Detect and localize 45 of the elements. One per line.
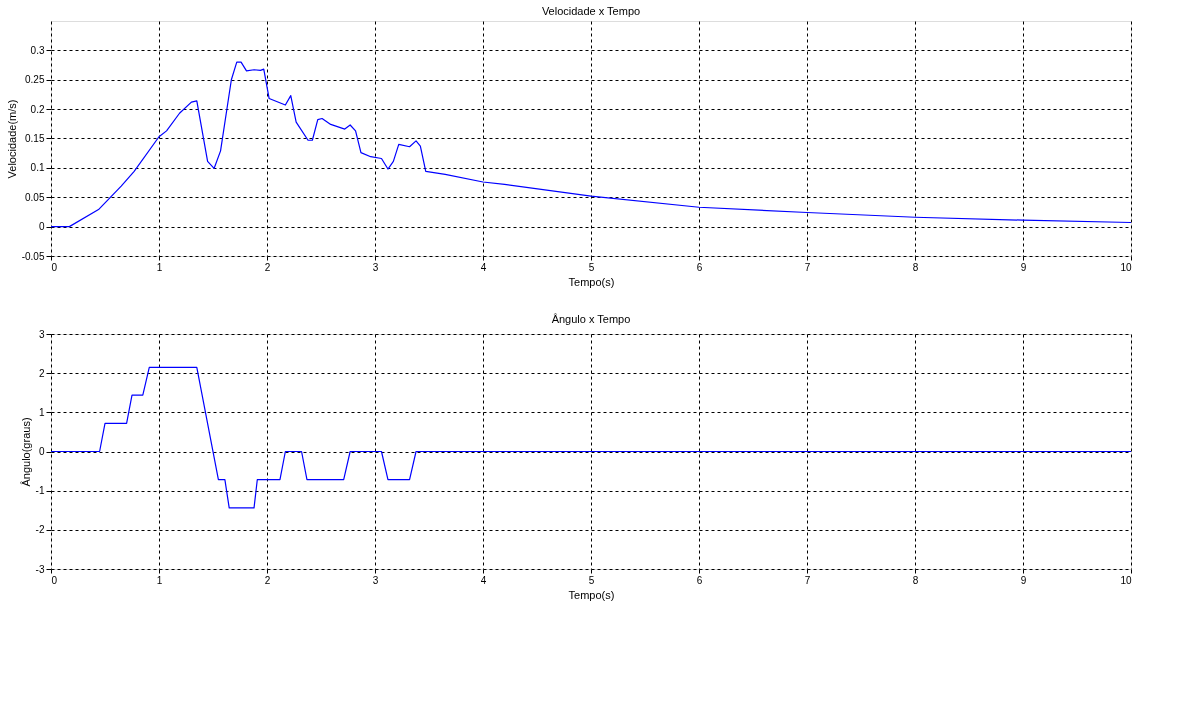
y-tick-label: 0.3 bbox=[30, 44, 45, 56]
x-tick-label: 4 bbox=[480, 261, 487, 273]
y-tick-label: 0 bbox=[38, 221, 45, 233]
y-tick-label: -3 bbox=[35, 563, 45, 575]
x-tick-label: 5 bbox=[588, 261, 595, 273]
x-tick-label: 8 bbox=[912, 261, 919, 273]
y-tick-label: 0.15 bbox=[25, 133, 45, 144]
x-tick-label: 1 bbox=[156, 574, 163, 586]
x-tick-label: 8 bbox=[912, 574, 919, 586]
line-series bbox=[51, 366, 1131, 509]
x-tick-label: 10 bbox=[1120, 574, 1132, 586]
x-tick-label: 7 bbox=[804, 574, 811, 586]
y-tick-label: 0.1 bbox=[30, 162, 45, 174]
x-axis-title: Tempo(s) bbox=[568, 588, 615, 601]
y-axis-title: Velocidade(m/s) bbox=[5, 99, 18, 179]
y-tick-label: 3 bbox=[38, 328, 45, 340]
x-tick-label: 4 bbox=[480, 574, 487, 586]
x-tick-label: 6 bbox=[696, 574, 703, 586]
x-tick-label: 2 bbox=[264, 261, 271, 273]
chart-title: Velocidade x Tempo bbox=[541, 5, 641, 17]
y-tick-label: 0.25 bbox=[25, 74, 45, 86]
y-tick-label: 1 bbox=[38, 406, 45, 418]
x-tick-label: 0 bbox=[51, 261, 58, 273]
chart-title: Ângulo x Tempo bbox=[551, 313, 631, 325]
x-tick-label: 3 bbox=[372, 261, 379, 273]
y-tick-label: 2 bbox=[38, 367, 45, 379]
x-tick-label: 2 bbox=[264, 574, 271, 586]
y-tick-label: -1 bbox=[35, 485, 45, 497]
y-axis-title: Ângulo(graus) bbox=[19, 417, 32, 487]
x-tick-label: 0 bbox=[51, 574, 58, 586]
x-tick-label: 9 bbox=[1020, 574, 1027, 586]
x-tick-label: 10 bbox=[1120, 261, 1132, 273]
y-tick-label: -0.05 bbox=[21, 250, 45, 262]
x-tick-label: 7 bbox=[804, 261, 811, 273]
x-tick-label: 1 bbox=[156, 261, 163, 273]
x-tick-label: 6 bbox=[696, 261, 703, 273]
line-series bbox=[51, 61, 1131, 228]
y-tick-label: 0.05 bbox=[25, 191, 45, 203]
y-tick-label: 0 bbox=[38, 446, 45, 457]
x-tick-label: 3 bbox=[372, 574, 379, 586]
x-axis-title: Tempo(s) bbox=[568, 275, 615, 288]
x-tick-label: 9 bbox=[1020, 261, 1027, 273]
y-tick-label: 0.2 bbox=[30, 103, 45, 115]
x-tick-label: 5 bbox=[588, 574, 595, 586]
y-tick-label: -2 bbox=[35, 524, 45, 536]
